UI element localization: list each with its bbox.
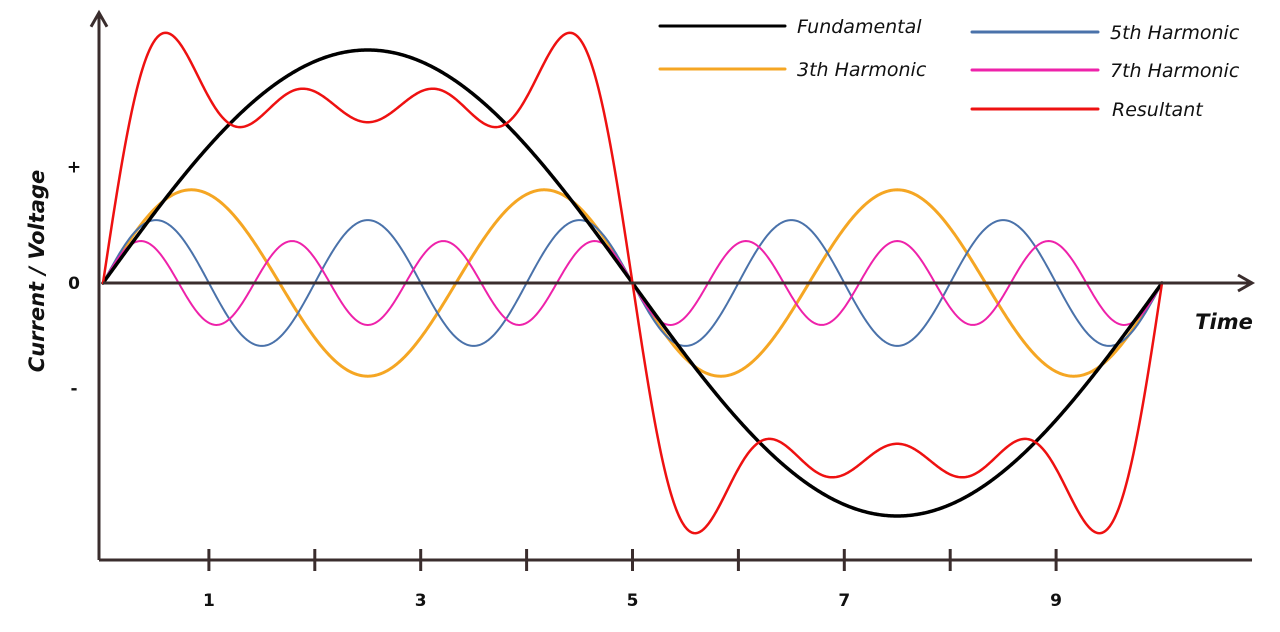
x-tick-label: 3 [415, 591, 427, 611]
y-mark-label: - [70, 379, 77, 399]
legend: Fundamental 3th Harmonic 5th Harmonic 7th H… [658, 16, 1240, 121]
y-axis-title: Current / Voltage [25, 170, 49, 372]
x-tick-label: 9 [1050, 591, 1062, 611]
y-marks: +0 - [67, 158, 81, 399]
legend-label: 7th Harmonic [1110, 60, 1240, 82]
x-axis-title: Time [1195, 310, 1253, 334]
y-axis-arrowhead [89, 9, 109, 28]
x-axis-arrowhead [1237, 273, 1256, 293]
legend-label: Fundamental [797, 16, 922, 38]
legend-label: Resultant [1112, 99, 1204, 121]
legend-label: 5th Harmonic [1110, 22, 1240, 44]
x-ticks: 1 3 5 7 9 [203, 549, 1062, 611]
y-mark-label: + [67, 158, 81, 178]
axes [89, 9, 1256, 562]
y-mark-label: 0 [68, 274, 80, 294]
legend-label: 3th Harmonic [797, 59, 927, 81]
x-tick-label: 7 [838, 591, 850, 611]
x-tick-label: 5 [627, 591, 639, 611]
x-tick-label: 1 [203, 591, 215, 611]
